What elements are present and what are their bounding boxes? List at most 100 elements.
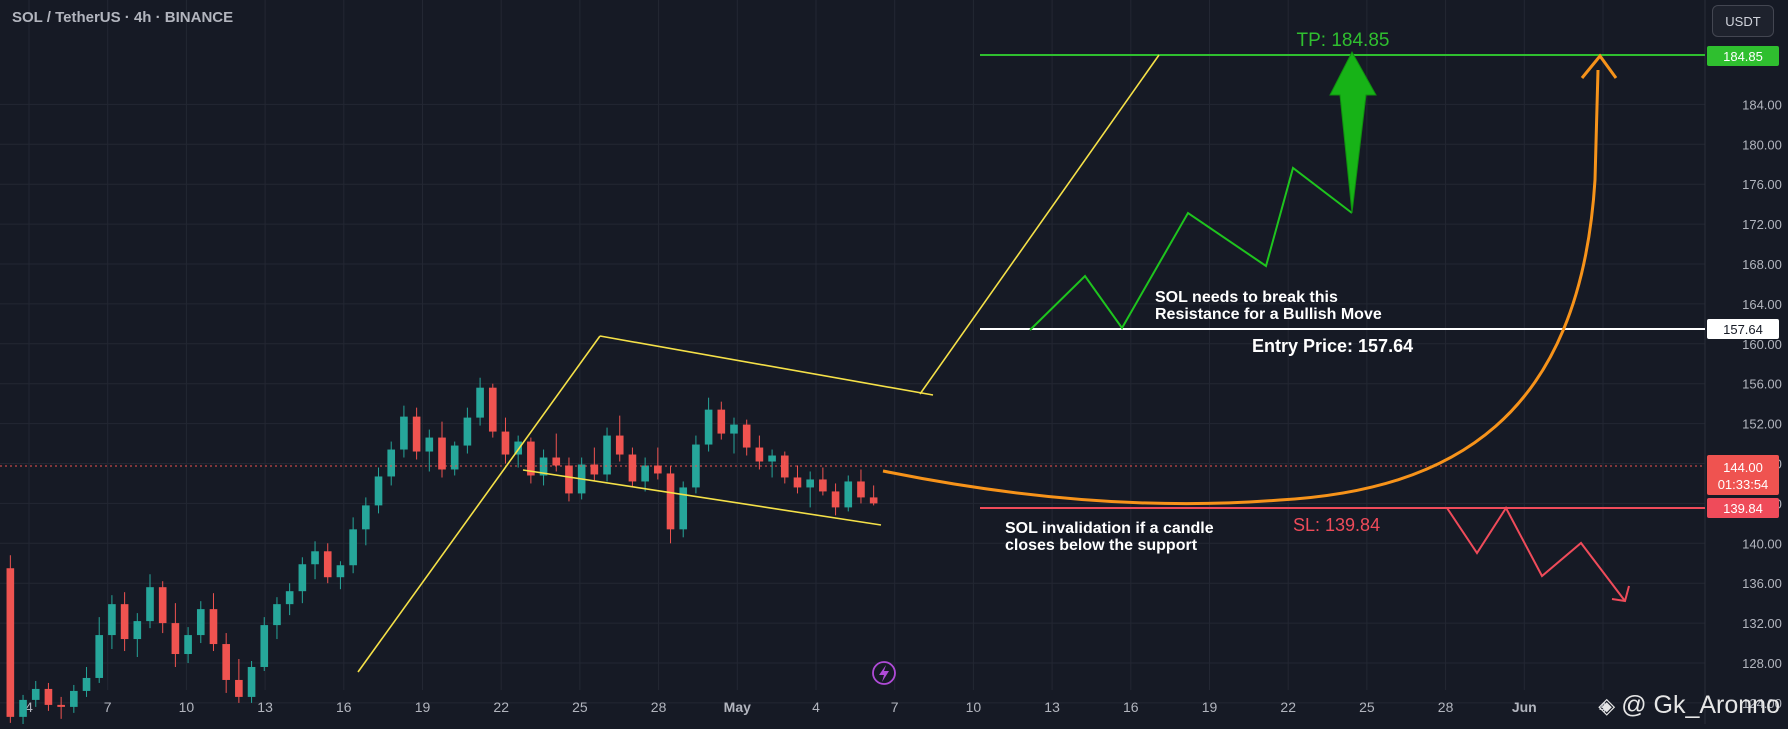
candle-body bbox=[44, 688, 53, 705]
price-tick-label: 128.00 bbox=[1742, 656, 1782, 671]
candle-body bbox=[514, 441, 522, 455]
candle-body bbox=[679, 487, 688, 530]
entry-price-badge-text: 157.64 bbox=[1723, 322, 1763, 337]
symbol-title[interactable]: SOL / TetherUS · 4h · BINANCE bbox=[12, 9, 234, 26]
price-tick-label: 168.00 bbox=[1742, 257, 1782, 272]
candle-body bbox=[412, 416, 421, 452]
candle-body bbox=[82, 677, 91, 691]
time-tick-label: 19 bbox=[1202, 699, 1218, 715]
time-tick-label: 22 bbox=[493, 699, 509, 715]
entry-label: Entry Price: 157.64 bbox=[1252, 336, 1413, 356]
lightning-icon[interactable] bbox=[872, 661, 896, 685]
candle-body bbox=[666, 473, 675, 530]
candle-body bbox=[133, 621, 142, 640]
candle-body bbox=[158, 587, 167, 624]
recovery-curve[interactable] bbox=[882, 69, 1600, 506]
current-price-badge-text: 144.00 bbox=[1723, 460, 1763, 475]
bearish-arrow-head-icon bbox=[1611, 585, 1630, 603]
candle-body bbox=[704, 409, 713, 445]
candle-body bbox=[70, 690, 78, 707]
current-price-badge bbox=[1707, 455, 1779, 495]
candle-body bbox=[146, 587, 154, 622]
time-tick-label: 4 bbox=[812, 699, 820, 715]
bullish-path[interactable] bbox=[1029, 166, 1353, 331]
time-tick-label: May bbox=[724, 699, 751, 715]
currency-button[interactable]: USDT bbox=[1712, 5, 1774, 37]
candle-body bbox=[298, 564, 307, 592]
candle-body bbox=[285, 591, 294, 605]
price-tick-label: 176.00 bbox=[1742, 177, 1782, 192]
sl-label: SL: 139.84 bbox=[1293, 515, 1380, 535]
breakout-projection-line[interactable] bbox=[919, 54, 1160, 395]
candle-body bbox=[438, 437, 446, 470]
sl-price-badge-text: 139.84 bbox=[1723, 501, 1763, 516]
candle-body bbox=[476, 387, 484, 418]
price-tick-label: 140.00 bbox=[1742, 536, 1782, 551]
time-axis[interactable]: 4 7 10 13 16 19 22 25 28 May 4 7 10 13 16 19 22 25 28 Jun 4 bbox=[25, 699, 1607, 715]
candle-body bbox=[311, 551, 319, 565]
candle-body bbox=[628, 454, 637, 482]
candle-body bbox=[831, 491, 840, 508]
candle-body bbox=[463, 417, 472, 446]
time-tick-label: 25 bbox=[1359, 699, 1375, 715]
candle-body bbox=[742, 424, 751, 448]
candle-body bbox=[209, 609, 218, 645]
time-tick-label: 16 bbox=[1123, 699, 1139, 715]
candle-body bbox=[501, 431, 510, 455]
price-tick-label: 180.00 bbox=[1742, 137, 1782, 152]
candle-body bbox=[247, 666, 256, 697]
candle-body bbox=[374, 476, 383, 506]
candle-body bbox=[425, 437, 434, 452]
time-tick-label: 25 bbox=[572, 699, 588, 715]
time-tick-label: 13 bbox=[257, 699, 273, 715]
candle-body bbox=[768, 455, 776, 462]
tp-price-badge bbox=[1707, 46, 1779, 66]
candle-body bbox=[615, 435, 624, 455]
candle-body bbox=[857, 481, 865, 498]
candle-body bbox=[793, 477, 802, 488]
candle-body bbox=[95, 635, 104, 678]
candle-body bbox=[171, 623, 180, 655]
time-tick-label: 10 bbox=[966, 699, 982, 715]
price-axis-bg bbox=[1705, 0, 1788, 724]
watermark: ◈ @ Gk_Aronno bbox=[1598, 691, 1780, 720]
candle-countdown-text: 01:33:54 bbox=[1718, 477, 1769, 492]
candles bbox=[6, 377, 878, 729]
candle-body bbox=[362, 505, 370, 530]
candle-body bbox=[488, 387, 497, 432]
candle-body bbox=[844, 481, 853, 508]
price-tick-label: 172.00 bbox=[1742, 217, 1782, 232]
resistance-note-line2: Resistance for a Bullish Move bbox=[1155, 306, 1382, 323]
candle-body bbox=[780, 455, 789, 478]
price-tick-label: 152.00 bbox=[1742, 417, 1782, 432]
candle-body bbox=[57, 704, 65, 707]
bullish-arrow-icon[interactable] bbox=[1329, 50, 1377, 214]
time-tick-label: 4 bbox=[1599, 699, 1607, 715]
time-tick-label: 4 bbox=[25, 699, 33, 715]
candle-body bbox=[184, 635, 192, 655]
channel-lower-line[interactable] bbox=[522, 469, 882, 526]
candle-body bbox=[323, 551, 332, 578]
candle-body bbox=[6, 568, 15, 717]
time-tick-label: 28 bbox=[651, 699, 667, 715]
entry-price-badge bbox=[1707, 319, 1779, 339]
candle-body bbox=[603, 435, 611, 475]
tp-price-badge-text: 184.85 bbox=[1723, 49, 1763, 64]
time-tick-label: 16 bbox=[336, 699, 352, 715]
candle-body bbox=[539, 457, 548, 476]
channel-upper-line[interactable] bbox=[599, 335, 934, 396]
candle-body bbox=[196, 609, 205, 636]
bearish-path[interactable] bbox=[1446, 506, 1626, 602]
candle-body bbox=[336, 565, 345, 578]
time-tick-label: 7 bbox=[104, 699, 112, 715]
drawings[interactable]: TP: 184.85 Entry Price: 157.64 SL: 139.8… bbox=[0, 30, 1705, 685]
price-axis[interactable]: 184.00 180.00 176.00 172.00 168.00 164.00 160.… bbox=[1704, 0, 1788, 724]
rising-trendline[interactable] bbox=[357, 335, 601, 673]
time-tick-label: 10 bbox=[179, 699, 195, 715]
candle-body bbox=[19, 699, 27, 717]
price-tick-label: 132.00 bbox=[1742, 616, 1782, 631]
candle-body bbox=[120, 604, 129, 640]
price-tick-label: 184.00 bbox=[1742, 97, 1782, 112]
